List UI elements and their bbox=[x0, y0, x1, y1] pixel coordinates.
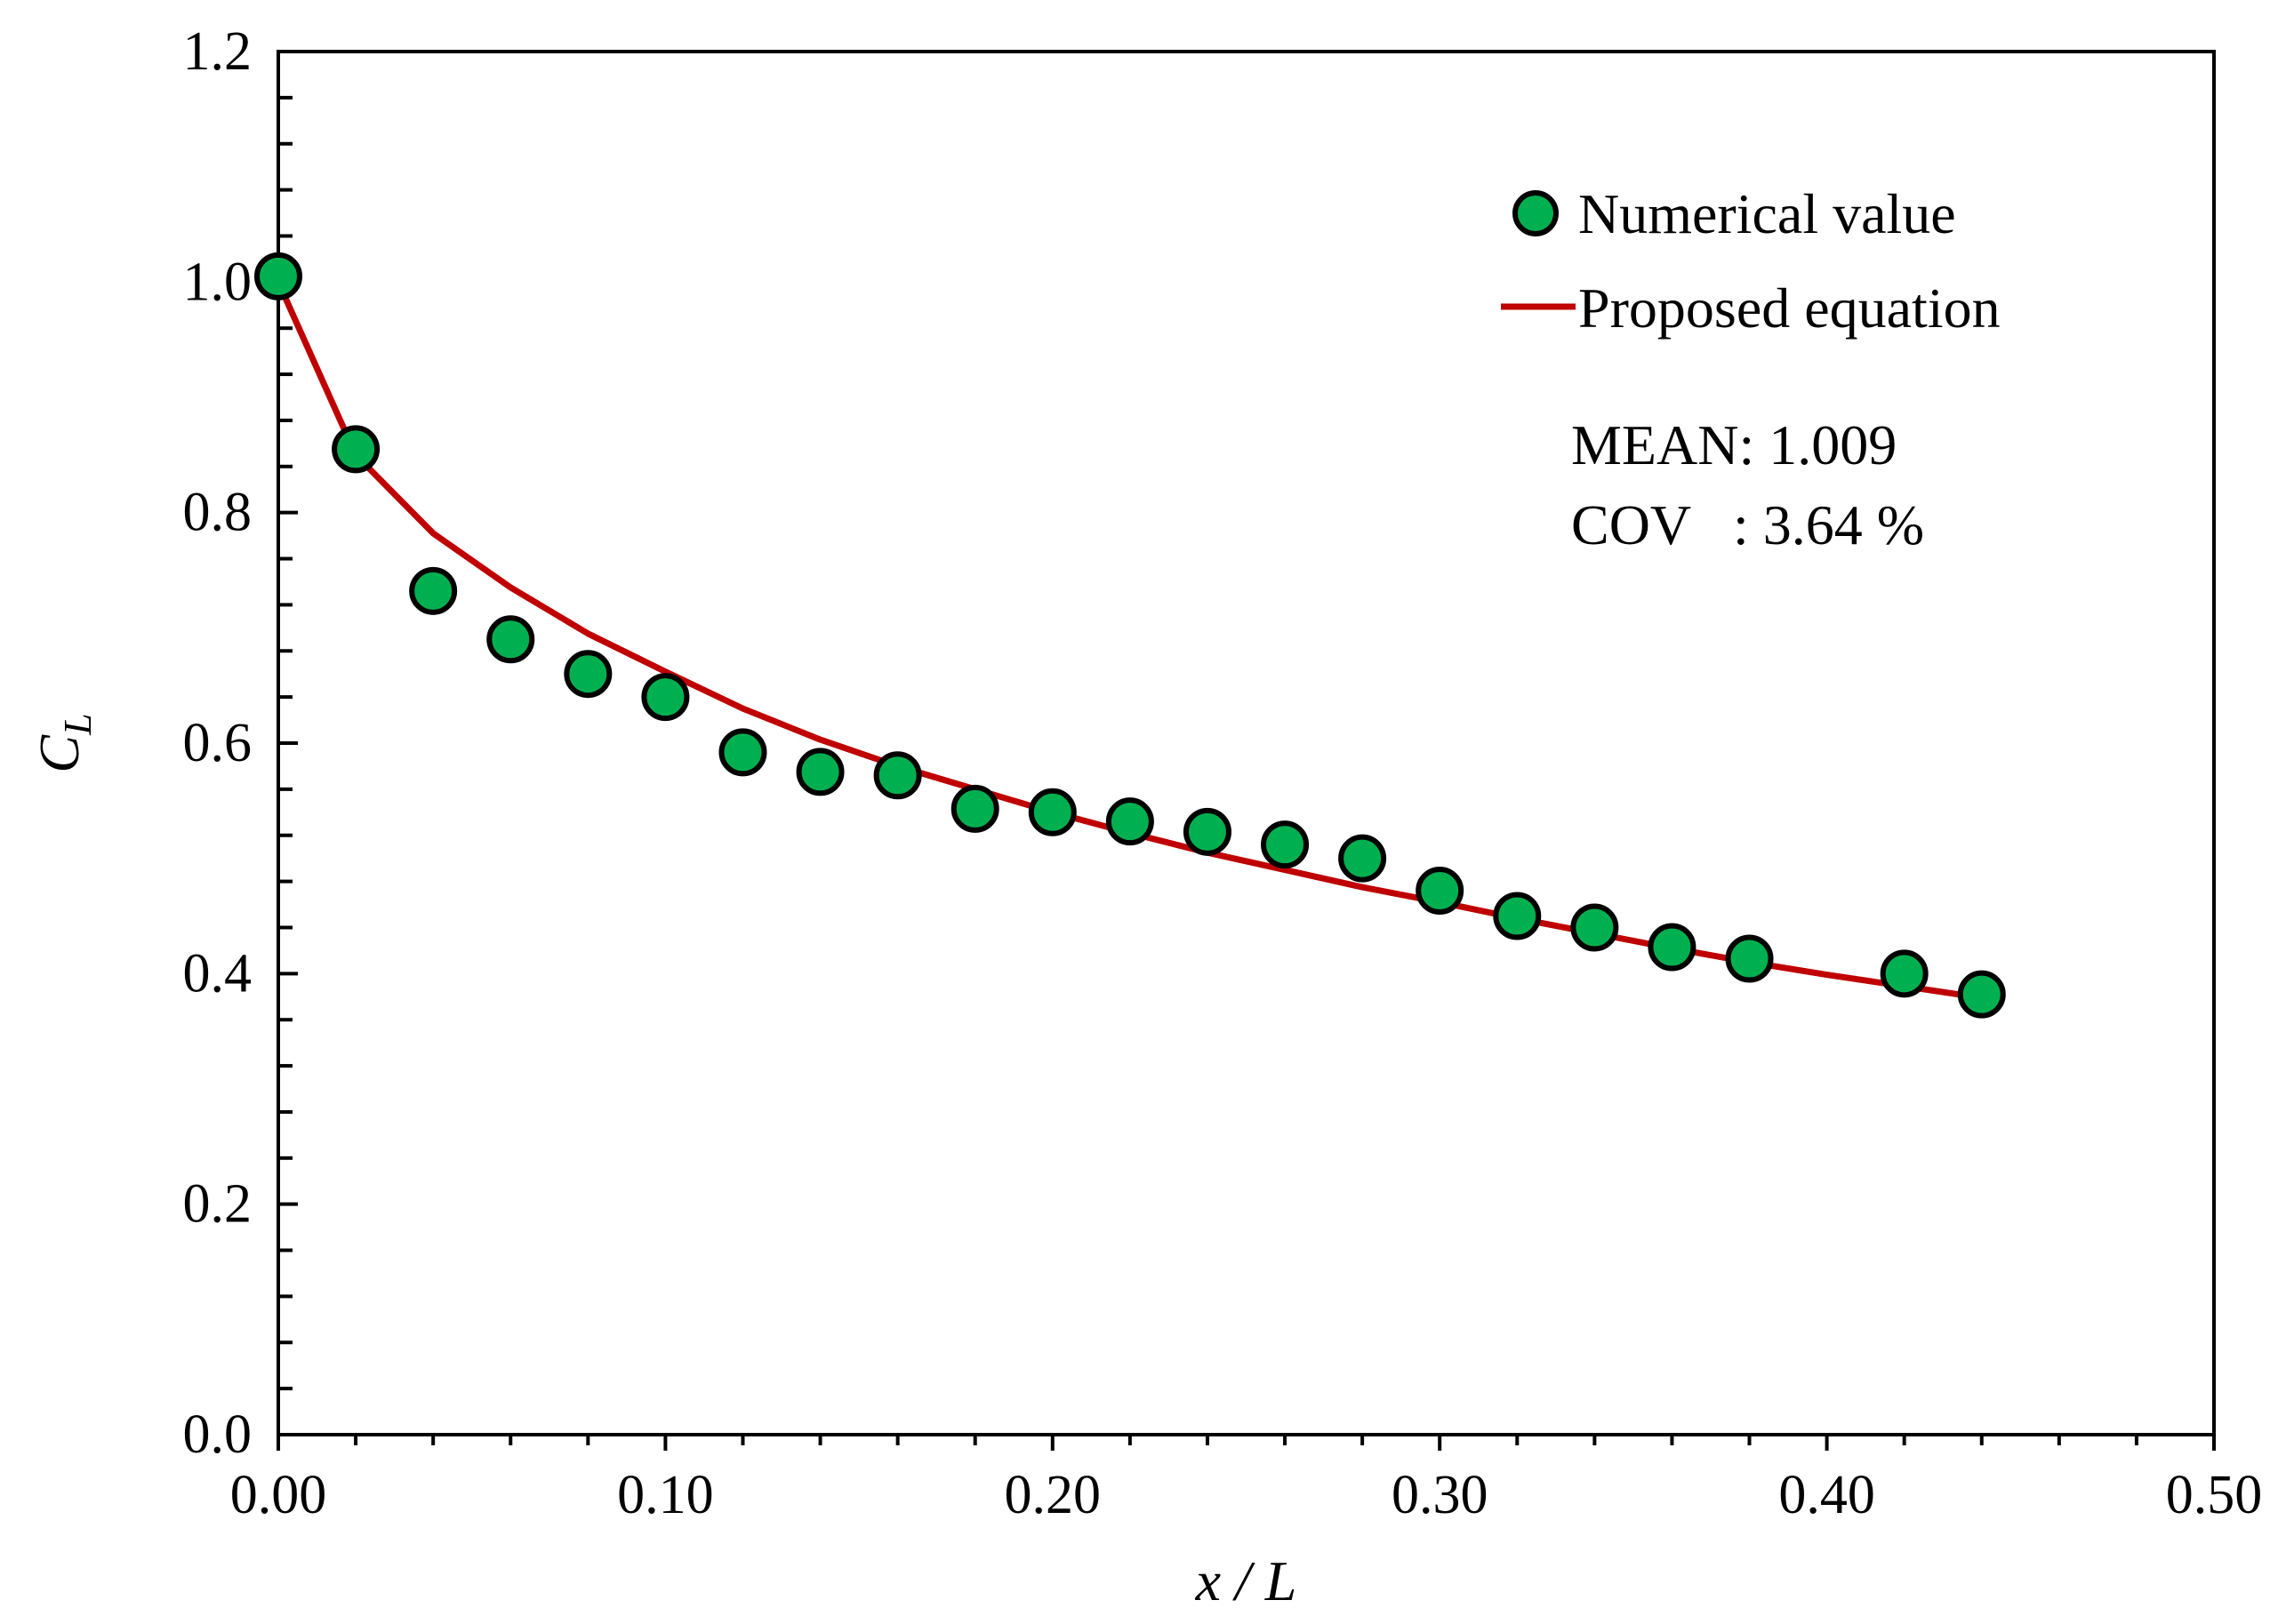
numerical-value-point bbox=[951, 784, 999, 833]
y-tick-label: 1.2 bbox=[183, 21, 253, 82]
y-axis-title-subscript: L bbox=[56, 713, 100, 735]
numerical-value-point bbox=[1493, 892, 1542, 940]
numerical-value-point bbox=[1880, 949, 1929, 998]
x-tick-label: 0.10 bbox=[617, 1465, 714, 1525]
numerical-value-point bbox=[254, 252, 302, 300]
x-tick-label: 0.50 bbox=[2166, 1465, 2263, 1525]
numerical-value-point bbox=[718, 728, 767, 777]
numerical-value-point bbox=[409, 566, 458, 615]
x-tick-label: 0.20 bbox=[1005, 1465, 1102, 1525]
numerical-value-point bbox=[486, 615, 535, 664]
x-axis-title: x / L bbox=[1195, 1549, 1297, 1612]
numerical-value-point bbox=[641, 673, 690, 722]
numerical-value-point bbox=[1105, 797, 1154, 846]
legend-label-numerical-value: Numerical value bbox=[1578, 182, 1956, 245]
stat-mean: MEAN: 1.009 bbox=[1571, 413, 1897, 476]
axes bbox=[277, 50, 2216, 1436]
y-ticks: 0.0 0.2 0.4 0.6 0.8 1.0 1.2 bbox=[183, 21, 298, 1465]
numerical-value-point bbox=[1570, 903, 1619, 952]
x-tick-label: 0.30 bbox=[1392, 1465, 1488, 1525]
numerical-value-point bbox=[332, 425, 381, 474]
numerical-value-point bbox=[1957, 970, 2006, 1019]
stat-cov: COV : 3.64 % bbox=[1571, 493, 1924, 556]
numerical-value-point bbox=[1028, 788, 1077, 836]
legend: Numerical value Proposed equation bbox=[1501, 182, 2001, 340]
legend-label-proposed-equation: Proposed equation bbox=[1578, 276, 2001, 340]
y-tick-label: 1.0 bbox=[183, 252, 253, 312]
numerical-value-point bbox=[1338, 834, 1387, 883]
numerical-value-point bbox=[564, 650, 613, 699]
y-tick-label: 0.4 bbox=[183, 943, 253, 1004]
numerical-value-point bbox=[1416, 866, 1464, 915]
numerical-value-point bbox=[1648, 923, 1696, 972]
x-ticks: 0.00 0.10 0.20 0.30 0.40 0.50 bbox=[230, 1435, 2263, 1525]
y-axis-title: CL bbox=[28, 713, 100, 772]
y-tick-label: 0.2 bbox=[183, 1174, 253, 1235]
y-tick-label: 0.8 bbox=[183, 483, 253, 543]
plot-frame bbox=[277, 50, 2216, 1436]
x-tick-label: 0.40 bbox=[1778, 1465, 1875, 1525]
numerical-value-point bbox=[873, 751, 922, 800]
numerical-value-point bbox=[796, 748, 845, 796]
numerical-value-point bbox=[1725, 934, 1774, 983]
numerical-value-point bbox=[1261, 820, 1310, 869]
y-axis-title-main: C bbox=[28, 734, 91, 773]
numerical-value-series bbox=[254, 252, 2006, 1019]
legend-marker-numerical-value bbox=[1512, 190, 1559, 236]
numerical-value-point bbox=[1183, 807, 1231, 856]
x-tick-label: 0.00 bbox=[230, 1465, 327, 1525]
y-tick-label: 0.0 bbox=[183, 1404, 253, 1465]
y-tick-label: 0.6 bbox=[183, 713, 253, 773]
